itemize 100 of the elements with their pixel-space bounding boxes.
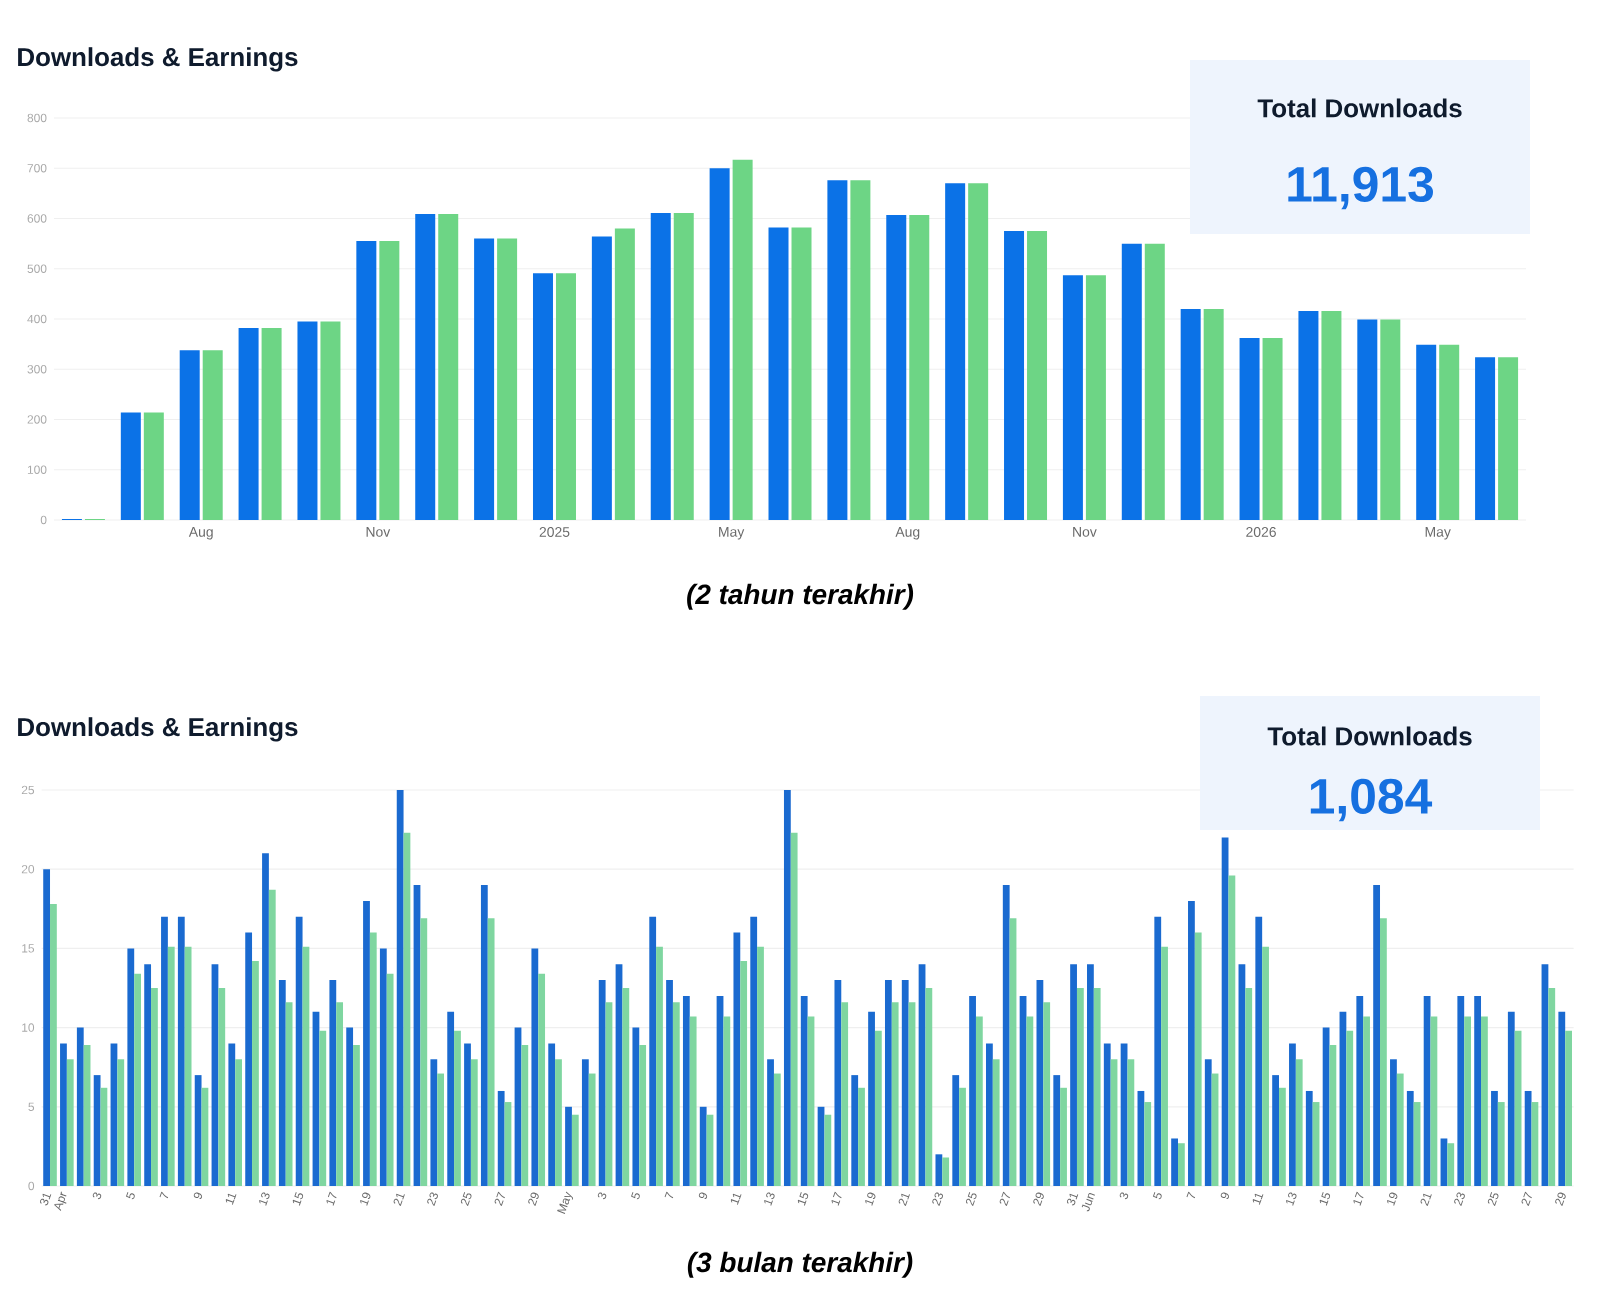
bar bbox=[709, 168, 730, 520]
bar bbox=[235, 1059, 243, 1186]
bar bbox=[1346, 1030, 1354, 1186]
bar bbox=[1093, 987, 1101, 1186]
bar bbox=[588, 1073, 596, 1186]
bar bbox=[134, 973, 141, 1186]
bar bbox=[369, 932, 377, 1186]
bar bbox=[614, 228, 635, 520]
bar bbox=[487, 918, 495, 1186]
bar bbox=[319, 1030, 327, 1186]
bar bbox=[1423, 995, 1431, 1186]
bar bbox=[1380, 918, 1387, 1186]
bar bbox=[868, 1011, 875, 1186]
bar bbox=[565, 1106, 572, 1186]
bar bbox=[656, 946, 663, 1186]
bar bbox=[672, 1002, 680, 1186]
bar bbox=[632, 1027, 640, 1186]
annotation: 1,084 bbox=[1310, 778, 1433, 822]
bar bbox=[194, 1075, 202, 1186]
bar bbox=[538, 973, 546, 1186]
bar bbox=[228, 1043, 236, 1186]
bar bbox=[733, 932, 741, 1186]
text: Total Downloads bbox=[1267, 726, 1472, 746]
bar bbox=[470, 1059, 478, 1186]
bar bbox=[167, 946, 175, 1186]
bar bbox=[245, 932, 253, 1186]
bar bbox=[464, 1043, 471, 1186]
bar bbox=[76, 1027, 84, 1186]
bar bbox=[1457, 995, 1465, 1186]
bar bbox=[699, 1106, 707, 1186]
bar bbox=[598, 980, 606, 1186]
bar bbox=[1474, 995, 1482, 1186]
bar bbox=[1076, 987, 1084, 1186]
bar bbox=[1272, 1075, 1279, 1186]
bar bbox=[1245, 987, 1253, 1186]
bar bbox=[1144, 1102, 1152, 1186]
bar bbox=[1321, 310, 1342, 520]
bar bbox=[841, 1002, 849, 1186]
bar bbox=[1070, 964, 1077, 1186]
bar bbox=[1548, 987, 1556, 1186]
bar bbox=[454, 1030, 461, 1186]
bar bbox=[66, 1059, 74, 1186]
bar bbox=[1565, 1030, 1572, 1186]
bar bbox=[975, 1016, 983, 1186]
bar bbox=[1447, 1143, 1455, 1186]
bar bbox=[1188, 900, 1195, 1186]
bar bbox=[1204, 1059, 1212, 1186]
bar bbox=[1043, 1002, 1051, 1186]
bar bbox=[1255, 916, 1263, 1186]
bar bbox=[1004, 231, 1025, 520]
bar bbox=[555, 1059, 562, 1186]
bar bbox=[120, 412, 141, 520]
bar bbox=[689, 1016, 697, 1186]
bar bbox=[379, 241, 400, 520]
bar bbox=[935, 1154, 943, 1186]
bar bbox=[824, 1114, 832, 1186]
bar bbox=[60, 1043, 67, 1186]
bar bbox=[1053, 1075, 1061, 1186]
bar bbox=[750, 916, 758, 1186]
bar bbox=[1322, 1027, 1330, 1186]
bar bbox=[1194, 932, 1202, 1186]
bar bbox=[1262, 338, 1283, 520]
bar bbox=[555, 273, 576, 520]
bar bbox=[1121, 243, 1142, 520]
bar bbox=[320, 321, 341, 520]
bar bbox=[1507, 1011, 1515, 1186]
bar bbox=[161, 916, 168, 1186]
bar bbox=[531, 948, 539, 1186]
bar bbox=[682, 995, 690, 1186]
bar bbox=[851, 1075, 859, 1186]
bar bbox=[969, 995, 976, 1186]
bar bbox=[1298, 310, 1319, 520]
bar bbox=[1087, 964, 1094, 1186]
bar bbox=[968, 183, 989, 520]
bar bbox=[1558, 1011, 1566, 1186]
bar bbox=[420, 918, 428, 1186]
bar bbox=[1239, 338, 1260, 520]
bar bbox=[827, 180, 848, 520]
chart-title: Downloads & Earnings bbox=[18, 717, 298, 742]
bar bbox=[1228, 875, 1236, 1186]
bar bbox=[1497, 1102, 1505, 1186]
bar bbox=[356, 241, 377, 520]
bar bbox=[238, 328, 259, 520]
bar bbox=[800, 995, 808, 1186]
bar bbox=[909, 214, 930, 520]
bar bbox=[1103, 1043, 1111, 1186]
bar bbox=[1203, 308, 1224, 520]
bar bbox=[985, 1043, 993, 1186]
bar bbox=[179, 350, 200, 520]
bar bbox=[1380, 319, 1401, 520]
bar bbox=[650, 212, 671, 520]
bar bbox=[622, 987, 630, 1186]
bar bbox=[252, 961, 259, 1186]
bar bbox=[1144, 243, 1165, 520]
annotation: 11,913 bbox=[1288, 166, 1434, 210]
bar bbox=[474, 238, 495, 520]
bar bbox=[497, 238, 518, 520]
bar bbox=[874, 1030, 882, 1186]
bar bbox=[959, 1087, 966, 1186]
bar bbox=[666, 980, 673, 1186]
